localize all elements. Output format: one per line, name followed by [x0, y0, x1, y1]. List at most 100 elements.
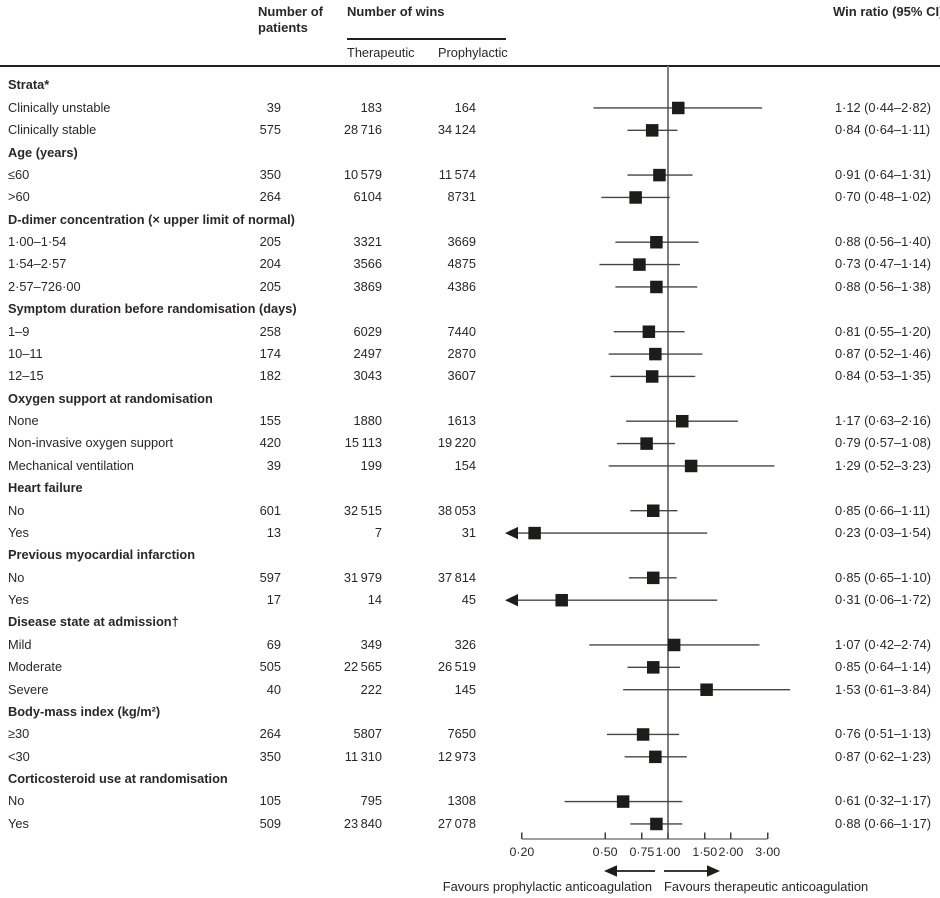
ci-marker — [642, 325, 656, 338]
column-header-wins: Number of wins — [347, 4, 445, 19]
x-axis-tick-label: 1·00 — [655, 845, 681, 859]
ci-clip-arrow-left-icon — [505, 526, 518, 540]
row-label: None — [8, 413, 39, 429]
row-label: Mild — [8, 636, 32, 652]
cell-wins-therapeutic: 14 — [367, 592, 382, 608]
cell-wins-prophylactic: 1613 — [447, 413, 476, 429]
cell-patients: 155 — [259, 413, 281, 429]
cell-win-ratio: 0·70 (0·48–1·02) — [835, 189, 932, 205]
cell-win-ratio: 0·61 (0·32–1·17) — [835, 793, 932, 809]
cell-win-ratio: 0·91 (0·64–1·31) — [835, 166, 932, 182]
row-label: Body-mass index (kg/m²) — [8, 703, 161, 719]
ci-marker — [645, 370, 659, 383]
cell-wins-prophylactic: 26 519 — [437, 659, 476, 675]
cell-wins-therapeutic: 32 515 — [343, 502, 382, 518]
row-label: D-dimer concentration (× upper limit of … — [8, 211, 295, 227]
cell-wins-prophylactic: 11 574 — [438, 166, 476, 182]
cell-wins-therapeutic: 183 — [360, 99, 382, 115]
x-axis-tick-label: 3·00 — [755, 845, 781, 859]
row-label: Severe — [8, 681, 49, 697]
ci-marker — [650, 817, 663, 831]
cell-wins-therapeutic: 3043 — [353, 368, 382, 384]
cell-patients: 420 — [259, 435, 281, 451]
cell-win-ratio: 1·17 (0·63–2·16) — [835, 413, 932, 429]
ci-marker — [650, 280, 663, 294]
cell-win-ratio: 0·85 (0·65–1·10) — [835, 569, 932, 585]
row-label: 1–9 — [8, 323, 30, 339]
favours-left-arrowhead-icon — [604, 865, 617, 877]
favours-therapeutic-label: Favours therapeutic anticoagulation — [664, 879, 869, 894]
cell-wins-therapeutic: 6029 — [353, 323, 382, 339]
cell-patients: 174 — [259, 345, 281, 361]
cell-wins-prophylactic: 1308 — [447, 793, 476, 809]
cell-patients: 17 — [266, 592, 281, 608]
cell-win-ratio: 1·12 (0·44–2·82) — [835, 99, 932, 115]
cell-wins-therapeutic: 15 113 — [344, 435, 382, 451]
cell-patients: 105 — [259, 793, 281, 809]
cell-wins-prophylactic: 2870 — [447, 345, 476, 361]
cell-wins-therapeutic: 23 840 — [343, 815, 382, 831]
cell-wins-therapeutic: 5807 — [353, 726, 382, 742]
cell-win-ratio: 0·79 (0·57–1·08) — [835, 435, 932, 451]
ci-marker — [629, 191, 642, 204]
cell-wins-therapeutic: 2497 — [353, 345, 382, 361]
ci-marker — [646, 571, 660, 585]
row-label: <30 — [8, 748, 30, 764]
cell-patients: 505 — [259, 659, 281, 675]
cell-patients: 258 — [259, 323, 281, 339]
cell-win-ratio: 0·84 (0·64–1·11) — [835, 122, 931, 138]
cell-wins-prophylactic: 19 220 — [437, 435, 476, 451]
cell-wins-therapeutic: 199 — [360, 457, 382, 473]
cell-wins-therapeutic: 795 — [360, 793, 382, 809]
cell-win-ratio: 1·29 (0·52–3·23) — [835, 457, 932, 473]
cell-wins-prophylactic: 37 814 — [437, 569, 476, 585]
cell-wins-therapeutic: 1880 — [353, 413, 382, 429]
cell-wins-prophylactic: 145 — [454, 681, 476, 697]
x-axis-tick-label: 0·20 — [509, 845, 535, 859]
cell-patients: 204 — [259, 256, 281, 272]
ci-marker — [684, 459, 698, 473]
cell-win-ratio: 0·87 (0·62–1·23) — [835, 748, 932, 764]
cell-wins-prophylactic: 7440 — [447, 323, 476, 339]
cell-wins-prophylactic: 7650 — [447, 726, 476, 742]
row-label: Corticosteroid use at randomisation — [8, 771, 228, 787]
cell-patients: 13 — [266, 524, 281, 540]
cell-wins-prophylactic: 45 — [461, 592, 476, 608]
row-label: Yes — [8, 592, 29, 608]
row-label: Yes — [8, 815, 29, 831]
x-axis-tick-label: 1·50 — [692, 845, 718, 859]
ci-marker — [646, 661, 660, 674]
row-label: Strata* — [8, 77, 50, 93]
ci-marker — [667, 638, 681, 652]
cell-win-ratio: 0·23 (0·03–1·54) — [835, 524, 932, 540]
cell-patients: 39 — [266, 457, 281, 473]
cell-wins-therapeutic: 28 716 — [343, 122, 382, 138]
cell-wins-prophylactic: 4386 — [447, 278, 476, 294]
x-axis-tick-label: 2·00 — [718, 845, 744, 859]
ci-marker — [633, 258, 646, 271]
cell-patients: 182 — [259, 368, 281, 384]
cell-win-ratio: 1·53 (0·61–3·84) — [835, 681, 932, 697]
column-header-prophylactic: Prophylactic — [438, 45, 508, 60]
cell-patients: 205 — [259, 278, 281, 294]
cell-win-ratio: 0·85 (0·66–1·11) — [835, 502, 931, 518]
cell-wins-therapeutic: 31 979 — [343, 569, 382, 585]
ci-marker — [672, 101, 685, 115]
ci-marker — [645, 124, 659, 137]
cell-patients: 575 — [259, 122, 281, 138]
cell-wins-therapeutic: 3869 — [353, 278, 382, 294]
ci-marker — [653, 168, 666, 182]
cell-win-ratio: 1·07 (0·42–2·74) — [835, 636, 932, 652]
row-label: 1·54–2·57 — [8, 256, 67, 272]
cell-patients: 264 — [259, 726, 281, 742]
ci-marker — [640, 437, 653, 450]
wins-header-underline — [347, 38, 506, 40]
cell-wins-prophylactic: 154 — [454, 457, 476, 473]
row-label: Mechanical ventilation — [8, 457, 134, 473]
row-label: 2·57–726·00 — [8, 278, 81, 294]
cell-win-ratio: 0·88 (0·56–1·38) — [835, 278, 932, 294]
cell-patients: 509 — [259, 815, 281, 831]
cell-win-ratio: 0·85 (0·64–1·14) — [835, 659, 932, 675]
